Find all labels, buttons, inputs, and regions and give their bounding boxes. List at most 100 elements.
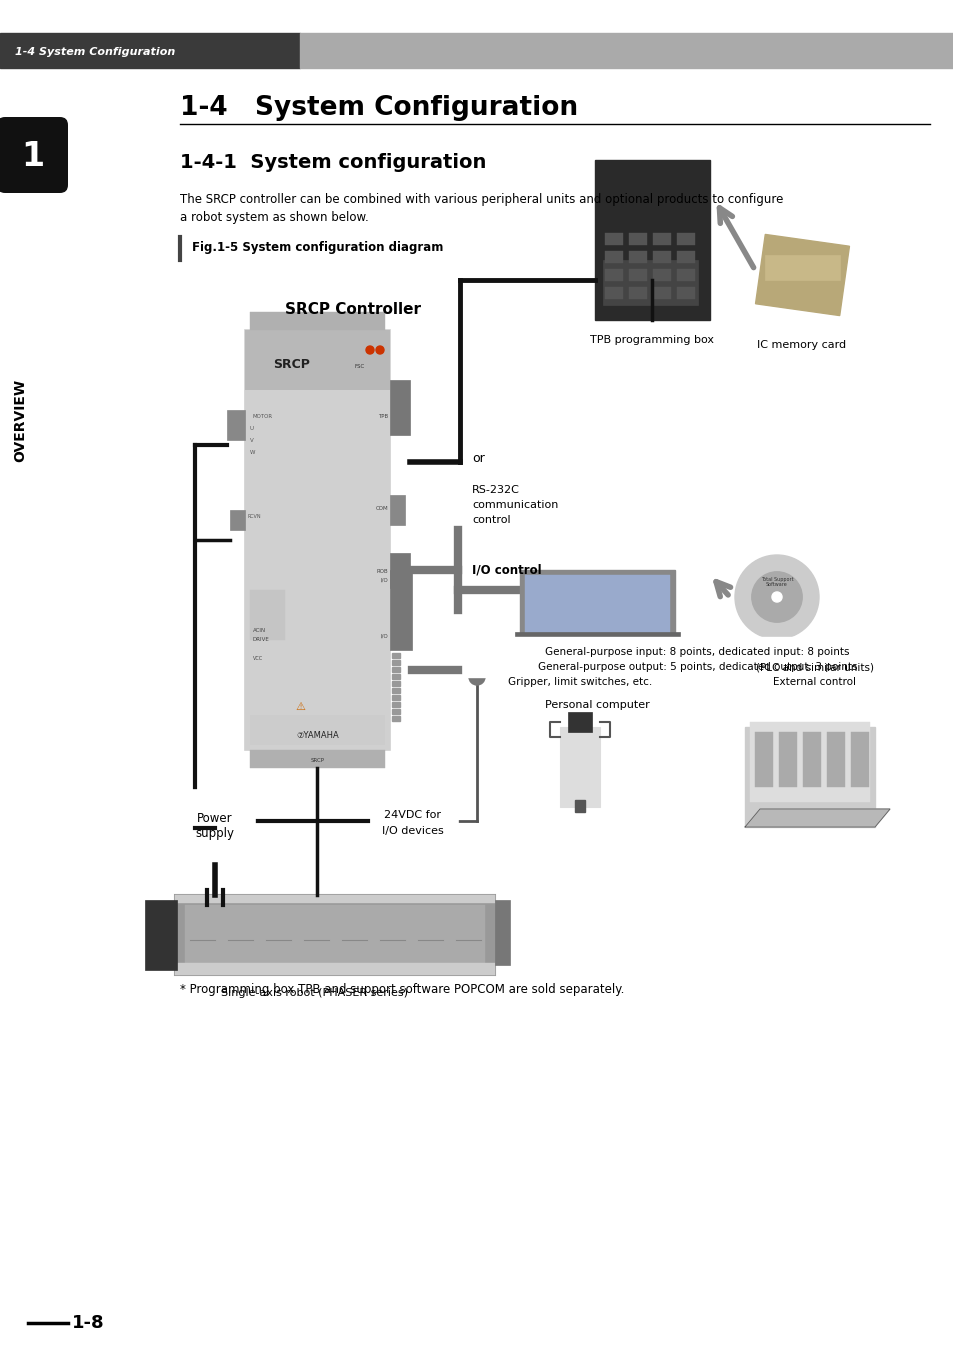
Text: control: control xyxy=(472,515,510,526)
Bar xyxy=(250,750,385,767)
Bar xyxy=(392,667,399,671)
Bar xyxy=(524,576,669,640)
Text: OVERVIEW: OVERVIEW xyxy=(13,378,27,462)
Text: SRCP: SRCP xyxy=(273,358,310,372)
Bar xyxy=(392,674,399,680)
Circle shape xyxy=(734,555,818,639)
Bar xyxy=(390,494,405,526)
Bar xyxy=(567,712,592,732)
Text: ACIN: ACIN xyxy=(253,628,266,634)
Text: I/O: I/O xyxy=(380,578,388,584)
Bar xyxy=(652,232,670,245)
Text: supply: supply xyxy=(195,828,234,840)
Text: COM: COM xyxy=(375,507,388,511)
Text: Total Support
Software: Total Support Software xyxy=(760,577,793,588)
Bar xyxy=(515,632,679,650)
Text: MOTOR: MOTOR xyxy=(253,413,273,419)
Text: or: or xyxy=(472,451,484,465)
Circle shape xyxy=(366,346,374,354)
Bar xyxy=(628,286,646,299)
Bar xyxy=(652,269,670,281)
Polygon shape xyxy=(744,809,889,827)
Bar xyxy=(250,715,385,744)
Bar xyxy=(174,963,495,975)
Circle shape xyxy=(751,571,801,623)
Bar xyxy=(392,703,399,707)
Text: Fig.1-5 System configuration diagram: Fig.1-5 System configuration diagram xyxy=(192,242,443,254)
Bar xyxy=(677,286,695,299)
Text: communication: communication xyxy=(472,500,558,509)
Text: V: V xyxy=(250,438,253,443)
Bar xyxy=(0,32,299,68)
Bar xyxy=(227,409,245,440)
Bar xyxy=(604,251,622,263)
Circle shape xyxy=(375,346,384,354)
Text: General-purpose input: 8 points, dedicated input: 8 points: General-purpose input: 8 points, dedicat… xyxy=(545,647,849,657)
Bar xyxy=(677,269,695,281)
Bar xyxy=(602,259,698,305)
Bar xyxy=(390,570,412,650)
Text: 1: 1 xyxy=(21,141,45,173)
Bar xyxy=(677,251,695,263)
Bar xyxy=(368,793,457,848)
Bar xyxy=(495,500,704,705)
Text: SRCP: SRCP xyxy=(310,758,324,762)
Circle shape xyxy=(469,669,484,685)
Text: DRIVE: DRIVE xyxy=(253,638,270,642)
Bar xyxy=(390,380,410,435)
Text: Single-axis robot (PHASER series): Single-axis robot (PHASER series) xyxy=(221,988,408,998)
Bar xyxy=(392,661,399,665)
Text: 1-4-1  System configuration: 1-4-1 System configuration xyxy=(180,153,486,172)
Bar xyxy=(245,330,390,390)
Text: VCC: VCC xyxy=(253,657,263,661)
Text: External control: External control xyxy=(773,677,856,688)
Bar xyxy=(754,732,772,788)
Circle shape xyxy=(771,592,781,603)
Text: Gripper, limit switches, etc.: Gripper, limit switches, etc. xyxy=(507,677,652,688)
Bar xyxy=(524,640,669,665)
Bar xyxy=(604,286,622,299)
Bar xyxy=(392,716,399,721)
Text: Support software: Support software xyxy=(728,654,823,663)
Text: W: W xyxy=(250,450,255,455)
Bar xyxy=(628,269,646,281)
Text: I/O: I/O xyxy=(380,634,388,639)
Text: 1-4   System Configuration: 1-4 System Configuration xyxy=(180,95,578,122)
Bar xyxy=(604,269,622,281)
Bar xyxy=(764,255,840,280)
Text: (PLC and similar units): (PLC and similar units) xyxy=(755,662,873,671)
Bar xyxy=(250,312,385,330)
Text: TPB: TPB xyxy=(377,413,388,419)
Bar xyxy=(519,570,675,644)
Bar xyxy=(802,732,821,788)
Bar xyxy=(495,900,510,965)
Text: Personal computer: Personal computer xyxy=(544,700,649,711)
Text: * Programming box TPB and support software POPCOM are sold separately.: * Programming box TPB and support softwa… xyxy=(180,984,623,997)
Text: 1-4 System Configuration: 1-4 System Configuration xyxy=(15,47,175,57)
Text: 24VDC for: 24VDC for xyxy=(384,811,441,820)
Text: ⑦YAMAHA: ⑦YAMAHA xyxy=(295,731,338,739)
Bar xyxy=(595,159,709,320)
Bar xyxy=(250,590,285,640)
Bar xyxy=(392,709,399,713)
Bar xyxy=(850,732,868,788)
Text: The SRCP controller can be combined with various peripheral units and optional p: The SRCP controller can be combined with… xyxy=(180,193,782,207)
Bar xyxy=(755,235,848,316)
FancyBboxPatch shape xyxy=(0,118,68,193)
Bar xyxy=(652,251,670,263)
Bar xyxy=(604,232,622,245)
Text: ⚠: ⚠ xyxy=(294,703,305,712)
Bar xyxy=(652,286,670,299)
Bar xyxy=(749,721,869,802)
Bar xyxy=(230,509,245,530)
Bar xyxy=(826,732,844,788)
Text: General-purpose output: 5 points, dedicated output: 3 points: General-purpose output: 5 points, dedica… xyxy=(537,662,857,671)
Bar xyxy=(464,677,929,902)
Bar xyxy=(744,727,874,827)
Text: I/O devices: I/O devices xyxy=(382,825,443,836)
Text: SRCP Controller: SRCP Controller xyxy=(285,303,420,317)
Bar xyxy=(174,894,495,975)
Bar xyxy=(390,553,410,588)
Bar xyxy=(185,905,484,965)
Bar xyxy=(392,694,399,700)
